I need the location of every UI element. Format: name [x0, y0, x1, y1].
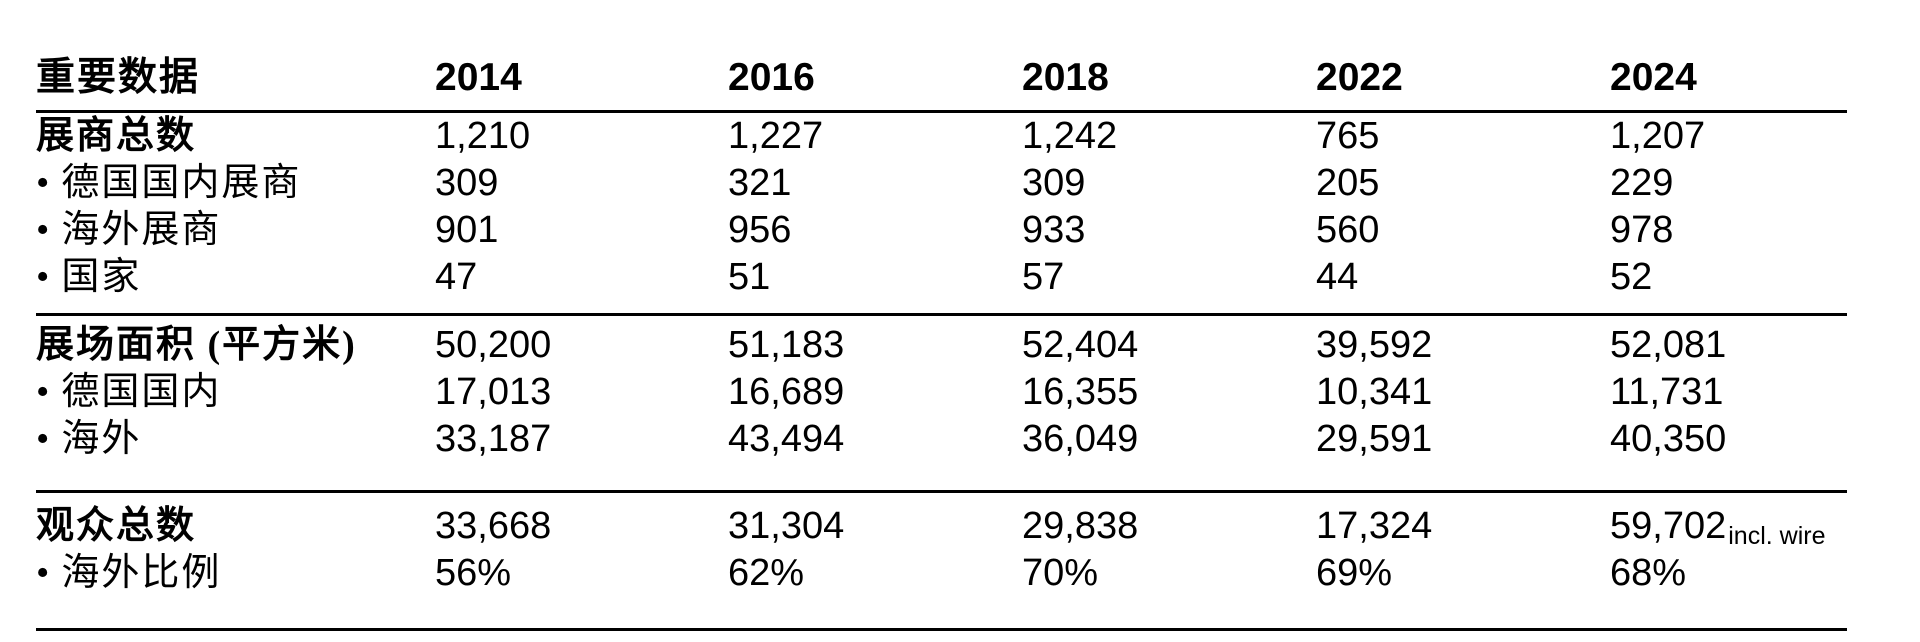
cell-value: 52,081	[1610, 324, 1727, 366]
table-row: 展商总数 1,210 1,227 1,242 765 1,207	[36, 113, 1847, 160]
table-row: • 海外展商 901 956 933 560 978	[36, 207, 1847, 254]
cell-value: 229	[1610, 162, 1674, 204]
cell-value: 16,689	[728, 371, 845, 413]
cell-value: 31,304	[728, 505, 845, 547]
cell-value: 51	[728, 256, 771, 298]
cell-value: 17,324	[1316, 505, 1433, 547]
year-header-2022: 2022	[1316, 56, 1403, 99]
cell-value: 39,592	[1316, 324, 1433, 366]
row-label: • 国家	[36, 254, 435, 301]
cell-value: 17,013	[435, 371, 552, 413]
table-row: 展场面积 (平方米) 50,200 51,183 52,404 39,592 5…	[36, 322, 1847, 369]
cell-value: 56%	[435, 552, 512, 594]
section-rule	[36, 490, 1847, 493]
cell-value: 309	[435, 162, 499, 204]
row-label: 展场面积 (平方米)	[36, 322, 435, 369]
cell-value: 321	[728, 162, 792, 204]
cell-value: 956	[728, 209, 792, 251]
cell-value: 33,668	[435, 505, 552, 547]
row-label: • 德国国内	[36, 369, 435, 416]
bottom-rule	[36, 628, 1847, 631]
row-label: 展商总数	[36, 113, 435, 160]
table-row: • 德国国内 17,013 16,689 16,355 10,341 11,731	[36, 369, 1847, 416]
bullet-icon: •	[36, 162, 50, 204]
cell-value: 1,242	[1022, 115, 1118, 157]
table-title: 重要数据	[36, 56, 201, 99]
cell-value: 1,227	[728, 115, 824, 157]
row-label-text: 国家	[61, 256, 142, 298]
cell-value-number: 59,702	[1610, 505, 1727, 547]
bullet-icon: •	[36, 552, 50, 594]
bullet-icon: •	[36, 418, 50, 460]
section-area: 展场面积 (平方米) 50,200 51,183 52,404 39,592 5…	[36, 316, 1847, 463]
cell-value: 1,207	[1610, 115, 1706, 157]
cell-value: 68%	[1610, 552, 1687, 594]
row-label-text: 海外	[61, 418, 142, 460]
cell-value: 1,210	[435, 115, 531, 157]
cell-value: 16,355	[1022, 371, 1139, 413]
table-row: 观众总数 33,668 31,304 29,838 17,324 59,702i…	[36, 503, 1847, 550]
year-header-2018: 2018	[1022, 56, 1109, 99]
cell-value: 765	[1316, 115, 1380, 157]
year-header-2024: 2024	[1610, 56, 1697, 99]
row-label-text: 海外比例	[61, 552, 222, 594]
bullet-icon: •	[36, 256, 50, 298]
row-label: • 海外比例	[36, 550, 435, 597]
cell-value: 29,838	[1022, 505, 1139, 547]
cell-value: 52,404	[1022, 324, 1139, 366]
table-row: • 海外 33,187 43,494 36,049 29,591 40,350	[36, 416, 1847, 463]
year-header-2016: 2016	[728, 56, 815, 99]
row-label: • 德国国内展商	[36, 160, 435, 207]
bullet-icon: •	[36, 209, 50, 251]
year-header-2014: 2014	[435, 56, 522, 99]
cell-value: 901	[435, 209, 499, 251]
row-label: • 海外展商	[36, 207, 435, 254]
row-label-text: 海外展商	[61, 209, 222, 251]
header-rule	[36, 110, 1847, 113]
row-label-text: 展商总数	[36, 115, 197, 157]
cell-value: 70%	[1022, 552, 1099, 594]
cell-value: 52	[1610, 256, 1653, 298]
row-label-text: 德国国内展商	[61, 162, 302, 204]
row-label: 观众总数	[36, 503, 435, 554]
cell-value: 50,200	[435, 324, 552, 366]
visitors-note: incl. wire	[1728, 522, 1826, 550]
section-rule	[36, 313, 1847, 316]
cell-value: 10,341	[1316, 371, 1433, 413]
row-label: • 海外	[36, 416, 435, 463]
section-exhibitors: 展商总数 1,210 1,227 1,242 765 1,207 • 德国国内展商…	[36, 113, 1847, 301]
cell-value: 40,350	[1610, 418, 1727, 460]
cell-value: 29,591	[1316, 418, 1433, 460]
cell-value: 36,049	[1022, 418, 1139, 460]
row-label-text: 观众总数	[36, 505, 197, 547]
bullet-icon: •	[36, 371, 50, 413]
cell-value: 69%	[1316, 552, 1393, 594]
cell-value: 205	[1316, 162, 1380, 204]
cell-value: 309	[1022, 162, 1086, 204]
table-row: • 国家 47 51 57 44 52	[36, 254, 1847, 301]
cell-value: 560	[1316, 209, 1380, 251]
row-label-text: 展场面积 (平方米)	[36, 324, 357, 366]
table-row: • 德国国内展商 309 321 309 205 229	[36, 160, 1847, 207]
cell-value: 62%	[728, 552, 805, 594]
cell-value: 51,183	[728, 324, 845, 366]
row-label-text: 德国国内	[61, 371, 222, 413]
cell-value: 44	[1316, 256, 1359, 298]
section-visitors: 观众总数 33,668 31,304 29,838 17,324 59,702i…	[36, 493, 1847, 597]
cell-value: 33,187	[435, 418, 552, 460]
cell-value: 933	[1022, 209, 1086, 251]
table-row: • 海外比例 56% 62% 70% 69% 68%	[36, 550, 1847, 597]
cell-value: 978	[1610, 209, 1674, 251]
cell-value: 59,702incl. wire	[1610, 503, 1847, 554]
key-data-table: 重要数据 2014 2016 2018 2022 2024 展商总数 1,210…	[36, 46, 1847, 631]
cell-value: 43,494	[728, 418, 845, 460]
cell-value: 47	[435, 256, 478, 298]
table-header-row: 重要数据 2014 2016 2018 2022 2024	[36, 46, 1847, 110]
cell-value: 57	[1022, 256, 1065, 298]
cell-value: 11,731	[1610, 371, 1724, 413]
